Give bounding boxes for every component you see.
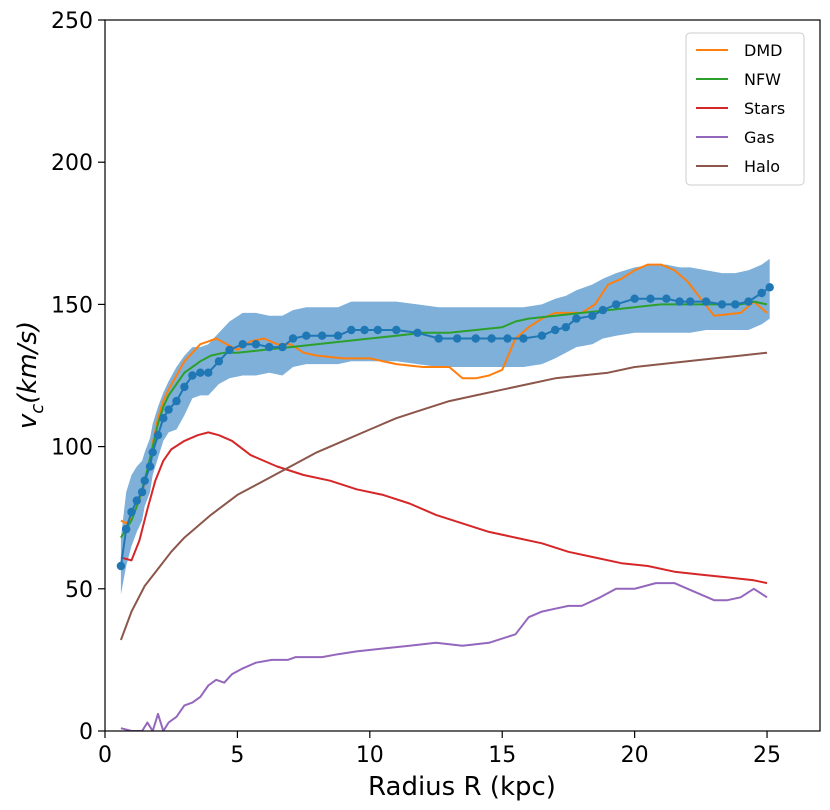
x-tick-label: 10	[356, 743, 384, 768]
observed-point	[360, 325, 369, 335]
y-axis-label: vc(km/s)	[13, 321, 48, 429]
observed-point	[145, 462, 155, 471]
observed-point	[333, 331, 343, 340]
observed-point	[588, 311, 597, 320]
observed-point	[148, 448, 157, 457]
observed-point	[662, 294, 671, 303]
observed-point	[317, 331, 327, 340]
observed-point	[598, 305, 608, 315]
y-label-base: v	[13, 413, 43, 429]
observed-point	[686, 297, 695, 306]
model-series-lines	[119, 263, 768, 731]
observed-point	[238, 340, 247, 349]
observed-point	[503, 334, 512, 343]
observed-point	[373, 325, 382, 335]
x-tick-label: 25	[753, 743, 781, 768]
observed-point	[214, 357, 224, 366]
x-axis-ticks: 0 5 10 15 20 25	[98, 731, 781, 768]
observed-point	[251, 340, 261, 349]
observed-point	[519, 334, 528, 343]
y-tick-label: 250	[51, 9, 93, 34]
observed-point	[172, 396, 181, 406]
observed-point	[675, 297, 684, 306]
observed-point	[278, 342, 287, 352]
y-tick-label: 0	[79, 720, 93, 745]
observed-point	[140, 476, 149, 485]
x-axis-label: Radius R (kpc)	[368, 772, 556, 802]
observed-point	[434, 334, 443, 343]
series-line-gas	[120, 582, 768, 731]
legend-label-gas: Gas	[744, 128, 775, 147]
legend-label-stars: Stars	[744, 99, 785, 118]
observed-point	[453, 334, 462, 343]
series-line-halo	[119, 351, 768, 641]
observed-point	[153, 431, 163, 440]
observed-point	[646, 294, 655, 303]
observed-point	[413, 328, 422, 337]
observed-point	[561, 323, 570, 332]
observed-point	[225, 345, 234, 355]
observed-point	[347, 325, 356, 335]
observed-point	[288, 334, 298, 343]
plot-frame	[104, 19, 821, 732]
observed-point	[127, 507, 136, 517]
legend-label-dmd: DMD	[744, 41, 782, 60]
legend: DMD NFW Stars Gas Halo	[685, 32, 805, 186]
observed-point	[765, 283, 774, 292]
x-tick-label: 20	[621, 743, 649, 768]
observed-point	[471, 334, 480, 343]
y-label-sub: c	[27, 404, 48, 414]
series-line-dmd	[120, 263, 768, 525]
observed-point	[757, 288, 766, 298]
legend-box	[685, 32, 805, 186]
observed-point	[122, 524, 131, 534]
observed-point	[116, 561, 126, 571]
observed-point	[392, 325, 401, 335]
legend-label-halo: Halo	[744, 157, 780, 176]
observed-point	[164, 405, 173, 414]
y-label-rest: (km/s)	[13, 321, 43, 404]
observed-point	[180, 382, 189, 392]
observed-error-band	[120, 258, 770, 595]
y-tick-label: 100	[51, 436, 93, 461]
observed-point	[572, 314, 581, 323]
y-tick-label: 200	[51, 151, 93, 176]
y-tick-label: 50	[65, 578, 93, 603]
observed-point	[196, 368, 205, 377]
y-axis-ticks: 0 50 100 150 200 250	[51, 9, 105, 745]
observed-point	[132, 496, 141, 505]
observed-point	[188, 371, 197, 380]
series-line-nfw	[120, 300, 768, 539]
y-tick-label: 150	[51, 293, 93, 318]
observed-points	[116, 283, 774, 571]
observed-point	[537, 331, 547, 340]
observed-point	[717, 300, 727, 309]
observed-point	[265, 342, 274, 352]
x-tick-label: 0	[98, 743, 112, 768]
observed-point	[487, 334, 496, 343]
observed-point	[630, 294, 639, 303]
x-tick-label: 15	[488, 743, 516, 768]
x-tick-label: 5	[230, 743, 244, 768]
observed-point	[137, 487, 147, 497]
plot-area	[116, 258, 774, 731]
observed-point	[204, 368, 213, 377]
observed-point	[302, 331, 311, 340]
observed-point	[159, 414, 168, 423]
series-line-stars	[120, 431, 768, 585]
observed-point	[611, 300, 621, 309]
observed-point	[701, 297, 711, 306]
legend-label-nfw: NFW	[744, 70, 781, 89]
observed-point	[744, 297, 753, 306]
observed-point	[551, 325, 560, 335]
observed-point	[731, 300, 740, 309]
